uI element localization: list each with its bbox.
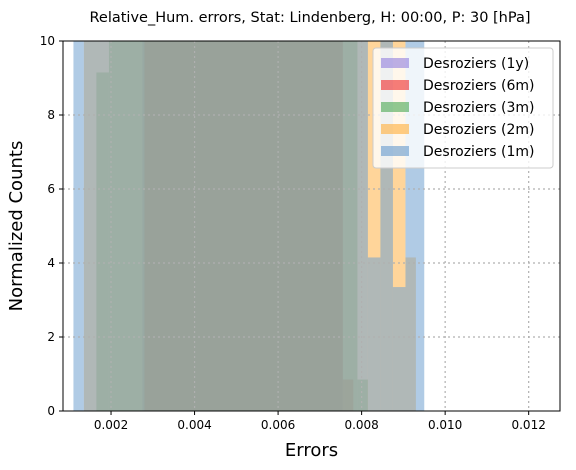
legend-swatch — [381, 146, 409, 156]
y-tick-label: 10 — [40, 34, 55, 48]
legend-swatch — [381, 102, 409, 112]
x-tick-label: 0.008 — [344, 418, 378, 432]
x-tick-label: 0.010 — [428, 418, 462, 432]
legend-swatch — [381, 58, 409, 68]
legend-label: Desroziers (3m) — [423, 100, 535, 116]
legend: Desroziers (1y) Desroziers (6m) Desroziers… — [372, 47, 554, 169]
y-axis-label: Normalized Counts — [6, 141, 27, 312]
legend-label: Desroziers (1m) — [423, 144, 535, 160]
histogram-bars — [73, 41, 425, 411]
y-tick-label: 4 — [47, 256, 55, 270]
histogram-bar — [83, 41, 368, 411]
x-axis-ticks: 0.002 0.004 0.006 0.008 0.010 0.012 — [94, 411, 546, 432]
legend-label: Desroziers (1y) — [423, 56, 529, 72]
legend-box — [372, 47, 554, 169]
y-tick-label: 0 — [47, 404, 55, 418]
histogram-bar — [392, 287, 406, 411]
legend-label: Desroziers (6m) — [423, 78, 535, 94]
y-tick-label: 6 — [47, 182, 55, 196]
histogram-bar — [73, 41, 84, 411]
x-tick-label: 0.012 — [511, 418, 545, 432]
x-axis-label: Errors — [285, 440, 338, 461]
x-tick-label: 0.006 — [261, 418, 295, 432]
plot-frame — [62, 40, 561, 412]
histogram-bar — [367, 257, 381, 411]
y-tick-label: 8 — [47, 108, 55, 122]
legend-swatch — [381, 124, 409, 134]
legend-label: Desroziers (2m) — [423, 122, 535, 138]
legend-swatch — [381, 80, 409, 90]
chart-title: Relative_Hum. errors, Stat: Lindenberg, … — [89, 10, 530, 26]
grid-lines — [63, 41, 560, 411]
x-tick-label: 0.002 — [94, 418, 128, 432]
y-axis-ticks: 0 2 4 6 8 10 — [40, 34, 63, 418]
y-tick-label: 2 — [47, 330, 55, 344]
x-tick-label: 0.004 — [177, 418, 211, 432]
